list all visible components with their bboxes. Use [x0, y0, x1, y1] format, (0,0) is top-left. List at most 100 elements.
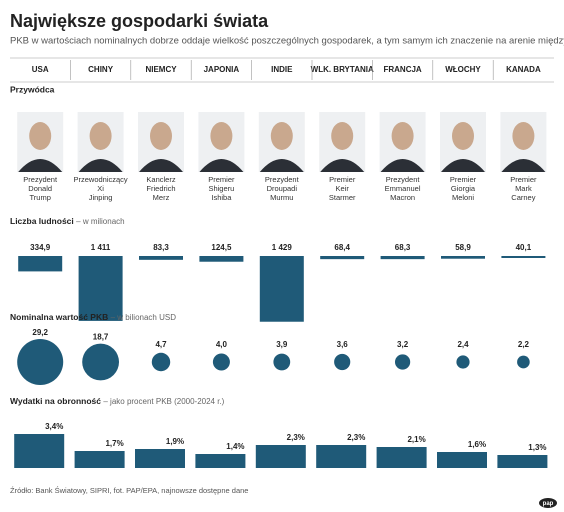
- country: FRANCJA: [383, 65, 421, 74]
- leader-name: Merz: [153, 193, 170, 202]
- value-label: 40,1: [516, 243, 532, 252]
- photo-head: [512, 122, 535, 150]
- defense-area: [376, 447, 427, 468]
- leader-name: Mark: [515, 184, 532, 193]
- population-bar: [320, 256, 365, 260]
- photo-body: [78, 159, 123, 172]
- defense-area: [255, 445, 306, 468]
- title: Największe gospodarki świata: [10, 11, 269, 31]
- section-unit: – w milionach: [76, 217, 124, 226]
- value-label: 334,9: [30, 243, 51, 252]
- value-label: 3,6: [337, 340, 349, 349]
- value-label: 29,2: [32, 328, 48, 337]
- leader-role: Premier: [510, 175, 537, 184]
- country: WŁOCHY: [445, 65, 481, 74]
- photo-body: [199, 159, 244, 172]
- country: NIEMCY: [145, 65, 177, 74]
- source: Źródło: Bank Światowy, SIPRI, fot. PAP/E…: [10, 486, 248, 495]
- leader-name: Meloni: [452, 193, 474, 202]
- value-label: 58,9: [455, 243, 471, 252]
- defense-area: [497, 455, 548, 468]
- country: WLK. BRYTANIA: [311, 65, 374, 74]
- photo-body: [441, 159, 485, 172]
- country: INDIE: [271, 65, 293, 74]
- leader-name: Emmanuel: [385, 184, 421, 193]
- leader-name: Starmer: [329, 193, 356, 202]
- section-title: Wydatki na obronność – jako procent PKB …: [10, 396, 225, 406]
- gdp-bubble: [273, 353, 291, 371]
- leader-role: Prezydent: [23, 175, 58, 184]
- population-bar: [380, 256, 425, 260]
- photo-head: [391, 122, 414, 150]
- gdp-bubble: [517, 355, 530, 369]
- photo-head: [331, 122, 354, 150]
- subtitle: PKB w wartościach nominalnych dobrze odd…: [10, 36, 564, 47]
- leader-name: Giorgia: [451, 184, 476, 193]
- defense-area: [316, 445, 367, 468]
- photo-head: [150, 122, 172, 150]
- value-label: 1,3%: [528, 443, 546, 452]
- value-label: 1,6%: [468, 440, 486, 449]
- value-label: 2,1%: [407, 435, 425, 444]
- defense-area: [195, 454, 246, 468]
- value-label: 1,4%: [226, 442, 244, 451]
- leader-name: Donald: [28, 184, 52, 193]
- leader-role: Kanclerz: [146, 175, 175, 184]
- photo-head: [270, 122, 293, 150]
- photo-body: [18, 159, 63, 172]
- value-label: 1,9%: [166, 437, 184, 446]
- value-label: 18,7: [93, 333, 109, 342]
- gdp-bubble: [17, 339, 64, 385]
- gdp-bubble: [151, 352, 171, 372]
- population-bar: [78, 256, 123, 321]
- photo-body: [380, 159, 425, 172]
- gdp-bubble: [456, 355, 470, 369]
- defense-area: [74, 451, 125, 468]
- leader-name: Jinping: [89, 193, 113, 202]
- value-label: 68,4: [334, 243, 350, 252]
- section-title: Przywódca: [10, 84, 55, 94]
- value-label: 68,3: [395, 243, 411, 252]
- section-title: Nominalna wartość PKB – w bilionach USD: [10, 312, 176, 322]
- leader-name: Shigeru: [208, 184, 234, 193]
- value-label: 2,3%: [347, 433, 365, 442]
- value-label: 2,3%: [287, 433, 305, 442]
- population-bar: [501, 256, 546, 258]
- country: CHINY: [88, 65, 114, 74]
- population-bar: [18, 256, 63, 272]
- population-bar: [139, 256, 183, 260]
- value-label: 2,4: [457, 340, 469, 349]
- value-label: 1 411: [91, 243, 111, 252]
- value-label: 4,7: [155, 340, 167, 349]
- section-title: Liczba ludności – w milionach: [10, 216, 125, 226]
- country: KANADA: [506, 65, 541, 74]
- section-name: Nominalna wartość PKB: [10, 312, 108, 322]
- leader-role: Prezydent: [265, 175, 300, 184]
- leader-name: Ishiba: [211, 193, 232, 202]
- population-bar: [441, 256, 485, 259]
- leader-name: Murmu: [270, 193, 293, 202]
- leader-name: Trump: [30, 193, 51, 202]
- value-label: 3,2: [397, 340, 409, 349]
- section-unit: – w bilionach USD: [111, 313, 177, 322]
- population-bar: [259, 256, 304, 322]
- gdp-bubble: [334, 353, 351, 371]
- gdp-bubble: [212, 353, 230, 371]
- leader-name: Carney: [511, 193, 535, 202]
- leader-name: Friedrich: [146, 184, 175, 193]
- value-label: 3,4%: [45, 422, 63, 431]
- country: JAPONIA: [204, 65, 240, 74]
- leader-name: Xi: [97, 184, 104, 193]
- gdp-bubble: [394, 354, 411, 370]
- photo-head: [29, 122, 52, 150]
- value-label: 83,3: [153, 243, 169, 252]
- value-label: 1,7%: [105, 439, 123, 448]
- value-label: 3,9: [276, 340, 288, 349]
- leader-role: Przewodniczący: [73, 175, 127, 184]
- section-name: Wydatki na obronność: [10, 396, 101, 406]
- photo-body: [501, 159, 546, 172]
- country: USA: [32, 65, 49, 74]
- leader-role: Premier: [329, 175, 356, 184]
- photo-head: [452, 122, 474, 150]
